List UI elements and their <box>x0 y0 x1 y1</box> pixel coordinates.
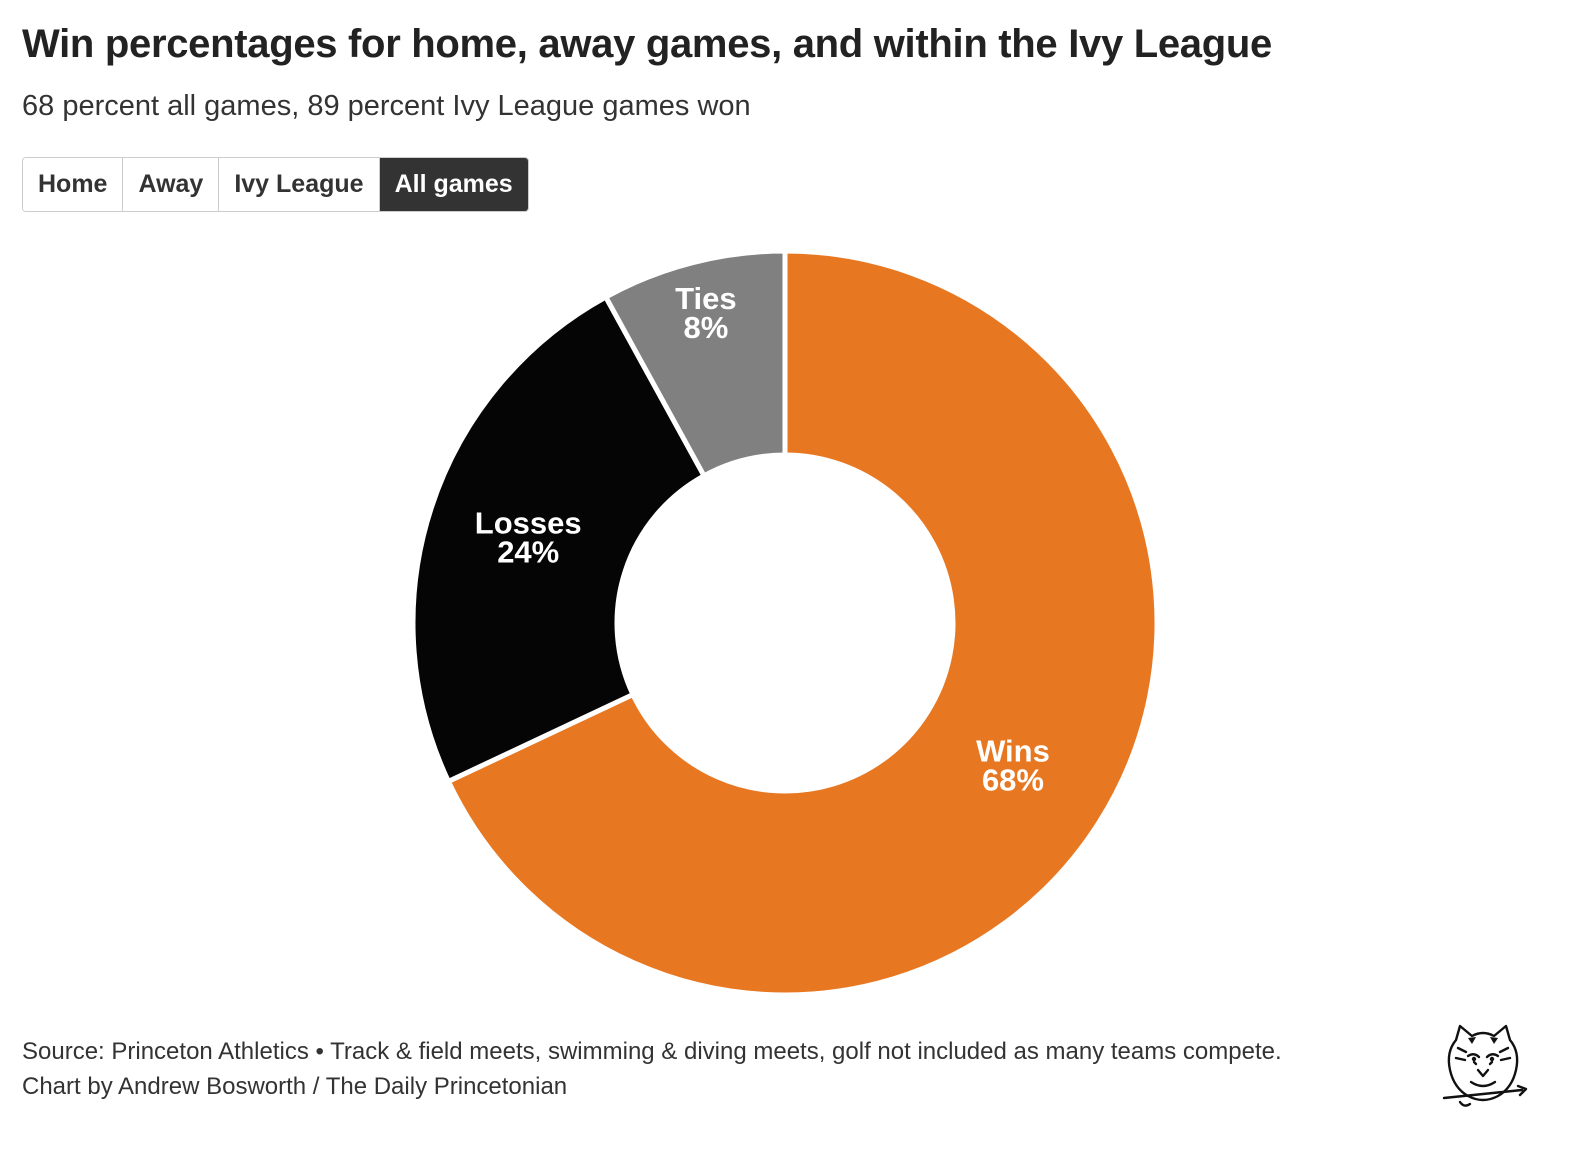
chart-subtitle: 68 percent all games, 89 percent Ivy Lea… <box>22 90 751 122</box>
slice-label-ties: Ties 8% <box>675 281 736 345</box>
slice-value-ties: 8% <box>684 310 729 345</box>
ivy-league-button[interactable]: Ivy League <box>219 158 380 211</box>
away-button[interactable]: Away <box>123 158 220 211</box>
all-games-button[interactable]: All games <box>379 158 528 211</box>
slice-losses[interactable] <box>410 294 707 784</box>
slice-value-wins: 68% <box>982 763 1044 798</box>
slice-name-wins: Wins <box>976 734 1050 769</box>
source-note: Source: Princeton Athletics • Track & fi… <box>22 1038 1282 1065</box>
slice-name-ties: Ties <box>675 281 736 316</box>
slice-label-losses: Losses 24% <box>475 506 582 570</box>
chart-credit: Chart by Andrew Bosworth / The Daily Pri… <box>22 1073 568 1100</box>
donut-chart: Wins 68% Losses 24% Ties 8% <box>410 248 1160 998</box>
slice-name-losses: Losses <box>475 506 582 541</box>
home-button[interactable]: Home <box>23 158 124 211</box>
tiger-head-logo-icon <box>1442 1024 1528 1107</box>
chart-footer: Source: Princeton Athletics • Track & fi… <box>22 1034 1282 1104</box>
slice-label-wins: Wins 68% <box>976 734 1050 798</box>
slice-ties[interactable] <box>603 248 788 479</box>
slice-value-losses: 24% <box>497 535 559 570</box>
view-toggle: Home Away Ivy League All games <box>22 157 529 212</box>
slice-wins[interactable] <box>445 248 1160 998</box>
chart-title: Win percentages for home, away games, an… <box>22 22 1272 66</box>
